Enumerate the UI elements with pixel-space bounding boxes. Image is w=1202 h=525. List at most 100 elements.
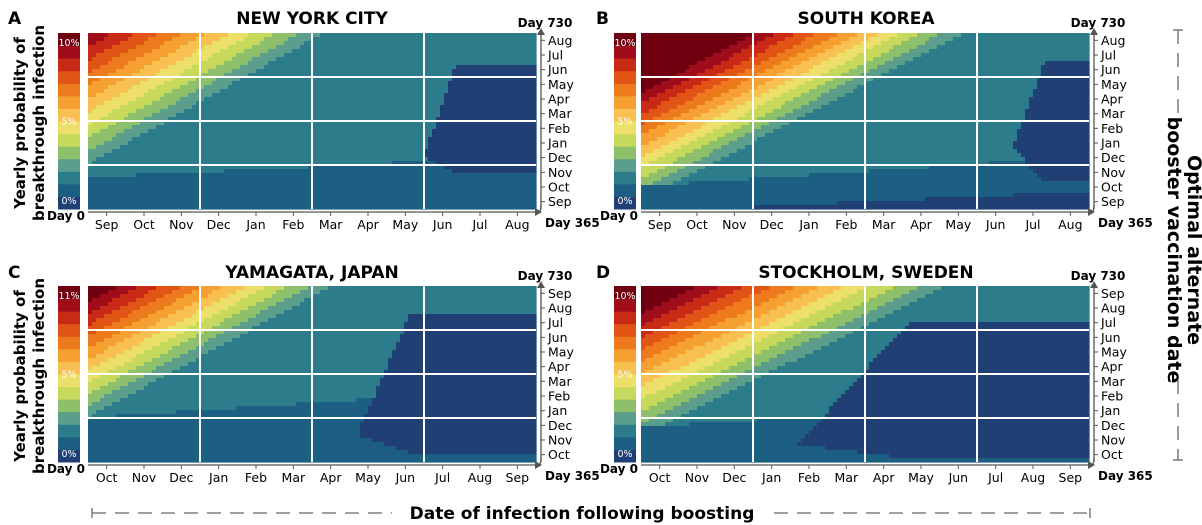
heatmap-cell (152, 370, 173, 375)
heatmap-cell (653, 149, 674, 154)
heatmap-cell (885, 290, 910, 295)
heatmap-cell (176, 310, 197, 315)
heatmap-cell (713, 398, 838, 403)
heatmap-cell (677, 93, 698, 98)
heatmap-cell (709, 153, 730, 158)
heatmap-cell (641, 358, 646, 363)
heatmap-cell (88, 346, 109, 351)
heatmap-cell (733, 97, 754, 102)
heatmap-cell (156, 310, 177, 315)
scale-label-top: 10% (614, 38, 635, 49)
heatmap-cell (116, 354, 137, 359)
heatmap-cell (104, 49, 129, 54)
y-tick-label: Oct (548, 180, 570, 195)
scale-swatch (614, 399, 636, 413)
heatmap-cell (809, 290, 834, 295)
heatmap-cell (140, 69, 161, 74)
heatmap-cell (108, 370, 129, 375)
x-tick-label: Nov (169, 217, 194, 232)
heatmap-cell (797, 358, 874, 363)
heatmap-cell (176, 113, 441, 118)
heatmap-cell (128, 89, 149, 94)
heatmap-cell (641, 113, 662, 118)
scale-swatch (614, 121, 636, 135)
heatmap-cell (136, 173, 537, 178)
heatmap-cell (268, 49, 293, 54)
panel-title: NEW YORK CITY (236, 9, 388, 29)
heatmap-cell (685, 314, 710, 319)
y-tick-label: Feb (548, 121, 570, 136)
heatmap-cell (436, 121, 537, 126)
heatmap-cell (172, 37, 197, 42)
x-tick-label: Jan (245, 217, 265, 232)
heatmap-cell (801, 61, 822, 66)
heatmap-cell (681, 177, 750, 182)
heatmap-cell (693, 161, 714, 166)
heatmap-cell (869, 298, 894, 303)
heatmap-cell (120, 41, 145, 46)
heatmap-cell (641, 350, 662, 355)
heatmap-cell (641, 442, 798, 447)
heatmap-cell (713, 53, 734, 58)
heatmap-cell (641, 121, 646, 126)
heatmap-cell (641, 374, 662, 379)
heatmap-cell (829, 406, 1090, 411)
heatmap-cell (669, 298, 694, 303)
heatmap-cell (108, 290, 129, 295)
heatmap-cell (765, 37, 786, 42)
day365-label: Day 365 (1098, 469, 1153, 483)
heatmap-cell (88, 426, 361, 431)
heatmap-cell (861, 41, 882, 46)
heatmap-cell (641, 454, 890, 459)
heatmap-cell (717, 73, 738, 78)
heatmap-cell (88, 370, 109, 375)
day0-label: Day 0 (47, 462, 85, 476)
heatmap-cell (705, 57, 730, 62)
y-tick-label: Feb (548, 389, 570, 404)
heatmap-cell (168, 53, 193, 58)
heatmap-cell (753, 354, 778, 359)
heatmap-cell (713, 129, 734, 134)
heatmap-cell (452, 73, 537, 78)
y-tick-label: Jun (1100, 62, 1121, 77)
heatmap-cell (148, 129, 433, 134)
heatmap-cell (665, 153, 686, 158)
heatmap-cell (805, 113, 1026, 118)
heatmap-cell (669, 109, 690, 114)
heatmap-cell (889, 69, 1042, 74)
heatmap-cell (705, 390, 730, 395)
heatmap-cell (144, 65, 169, 70)
heatmap-cell (825, 49, 846, 54)
scale-swatch (614, 424, 636, 438)
heatmap-cell (861, 326, 906, 331)
heatmap-cell (164, 294, 185, 299)
heatmap-cell (705, 133, 726, 138)
heatmap-cell (677, 169, 698, 174)
heatmap-cell (729, 121, 750, 126)
scale-swatch (614, 374, 636, 388)
heatmap-cell (653, 378, 682, 383)
heatmap-cell (88, 398, 101, 403)
heatmap-cell (653, 85, 674, 90)
heatmap-cell (88, 290, 109, 295)
heatmap-cell (88, 298, 93, 303)
heatmap-cell (444, 97, 537, 102)
heatmap-cell (120, 145, 429, 150)
heatmap-cell (148, 89, 173, 94)
heatmap-cell (777, 294, 802, 299)
heatmap-cell (661, 362, 690, 367)
x-tick-label: Jun (395, 470, 416, 485)
scale-swatch (58, 95, 80, 109)
y-tick-label: Sep (548, 286, 572, 301)
heatmap-cell (641, 133, 666, 138)
heatmap-cell (837, 201, 1090, 206)
heatmap-cell (1045, 61, 1090, 66)
heatmap-cell (1037, 77, 1090, 82)
heatmap-cell (320, 290, 537, 295)
heatmap-cell (88, 442, 385, 447)
color-scale-bar-d: 10% 5% 0% (614, 286, 636, 463)
heatmap-cell (641, 41, 738, 46)
heatmap-cell (88, 354, 97, 359)
heatmap-cell (88, 302, 109, 307)
heatmap-cell (653, 330, 678, 335)
